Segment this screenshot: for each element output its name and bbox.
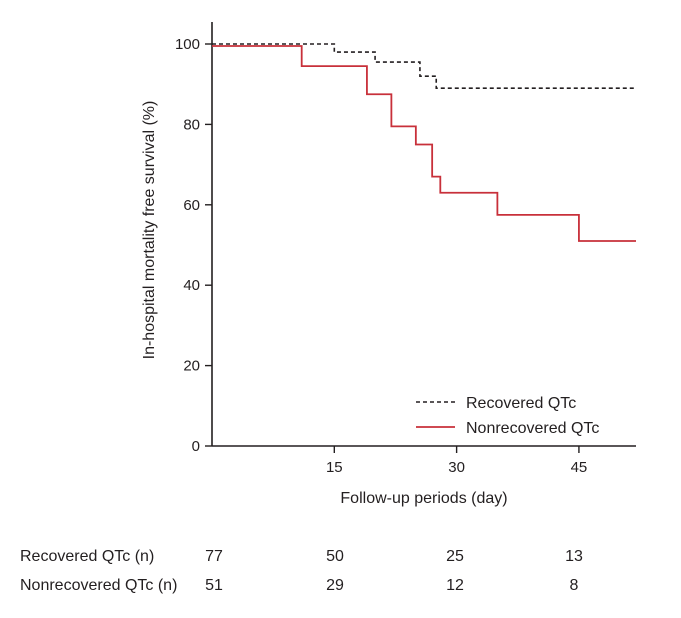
risk-value: 50 [326, 548, 344, 565]
number-at-risk-table: Recovered QTc (n) Nonrecovered QTc (n) 7… [20, 548, 583, 594]
y-tick-label: 20 [183, 358, 200, 375]
y-tick-label: 100 [175, 36, 200, 53]
x-tick-label: 45 [571, 459, 588, 476]
plot-area: 0 20 40 60 80 100 15 30 45 [175, 22, 636, 476]
risk-value: 51 [205, 577, 223, 594]
risk-value: 13 [565, 548, 583, 565]
risk-row-label-recovered: Recovered QTc (n) [20, 548, 154, 565]
legend-label-nonrecovered: Nonrecovered QTc [466, 420, 599, 437]
x-tick-label: 30 [448, 459, 465, 476]
y-tick-label: 60 [183, 197, 200, 214]
x-ticks: 15 30 45 [326, 446, 587, 476]
y-axis-title: In-hospital mortality free survival (%) [141, 101, 158, 360]
risk-values: 77 50 25 13 51 29 12 8 [205, 548, 583, 594]
series-line-recovered [212, 43, 636, 90]
y-tick-label: 40 [183, 277, 200, 294]
y-tick-label: 0 [192, 438, 200, 455]
y-ticks: 0 20 40 60 80 100 [175, 36, 212, 455]
x-axis-title: Follow-up periods (day) [340, 490, 507, 507]
risk-row-label-nonrecovered: Nonrecovered QTc (n) [20, 577, 177, 594]
risk-value: 12 [446, 577, 464, 594]
risk-value: 29 [326, 577, 344, 594]
legend: Recovered QTc Nonrecovered QTc [416, 395, 599, 437]
series-layer [212, 43, 636, 242]
y-tick-label: 80 [183, 116, 200, 133]
series-line-nonrecovered [212, 45, 636, 242]
risk-value: 77 [205, 548, 223, 565]
risk-value: 25 [446, 548, 464, 565]
x-tick-label: 15 [326, 459, 343, 476]
risk-value: 8 [570, 577, 579, 594]
legend-label-recovered: Recovered QTc [466, 395, 576, 412]
